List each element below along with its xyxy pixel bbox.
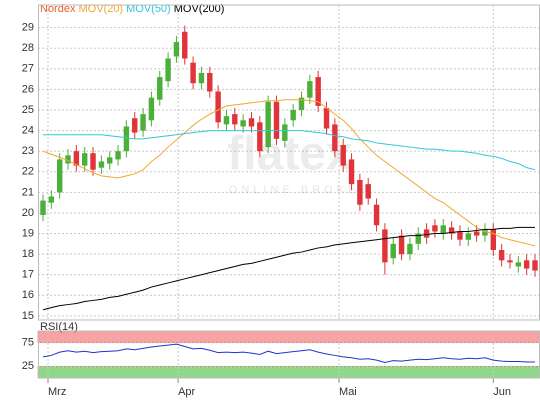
candle-body (415, 233, 421, 244)
candle-body (273, 101, 280, 139)
legend-entry: MOV(50) (126, 3, 171, 15)
candle-body (132, 118, 138, 133)
candle-body (532, 260, 538, 271)
candle-body (40, 200, 46, 215)
candle-body (507, 260, 513, 263)
candle-body (523, 260, 530, 269)
y-tick-label: 29 (22, 22, 34, 34)
candle-body (65, 155, 71, 164)
candle-body (290, 110, 296, 121)
candle-body (423, 229, 430, 238)
rsi-title: RSI(14) (40, 321, 78, 333)
candle-body (315, 77, 321, 106)
watermark: flatex (227, 128, 353, 181)
candle-body (48, 196, 55, 203)
candle-body (498, 250, 505, 261)
y-tick-label: 24 (22, 124, 34, 136)
x-tick-label: Apr (178, 386, 195, 398)
candle-body (398, 235, 405, 255)
candle-body (448, 227, 455, 234)
candle-body (90, 153, 96, 170)
candle-body (98, 161, 105, 168)
x-tick-label: Jun (493, 386, 511, 398)
candle-body (307, 81, 313, 98)
candle-body (182, 31, 188, 59)
candle-body (140, 114, 146, 131)
ma-line (43, 130, 536, 171)
y-tick-label: 26 (22, 83, 34, 95)
y-tick-label: 22 (22, 166, 34, 178)
x-tick-label: Mai (339, 386, 357, 398)
candle-body (190, 62, 196, 84)
candle-body (198, 72, 205, 84)
y-tick-label: 18 (22, 248, 34, 260)
y-tick-label: 16 (22, 289, 34, 301)
candle-body (457, 231, 463, 240)
legend-title: Nordex (40, 3, 76, 15)
ma-line (42, 226, 535, 311)
candle-body (323, 107, 330, 129)
candle-body (382, 229, 388, 263)
candle-body (465, 233, 471, 240)
candle-body (215, 91, 221, 123)
candle-body (407, 243, 413, 255)
candle-body (115, 151, 121, 160)
y-tick-label: 19 (22, 227, 34, 239)
candle-body (390, 243, 396, 259)
candle-body (223, 116, 230, 125)
y-tick-label: 75 (22, 337, 34, 349)
candle-body (440, 225, 446, 234)
candle-body (332, 124, 338, 152)
y-tick-label: 15 (22, 310, 34, 322)
candle-body (207, 72, 213, 92)
candle-body (282, 124, 288, 141)
watermark-sub: ONLINE BROKER (229, 184, 371, 196)
candle-body (515, 262, 522, 267)
rsi-line (42, 343, 535, 364)
candle-body (348, 159, 355, 185)
y-tick-label: 25 (22, 360, 34, 372)
candle-body (373, 204, 380, 226)
legend-entry: MOV(200) (174, 3, 225, 15)
candle-body (157, 77, 163, 100)
y-tick-label: 23 (22, 145, 34, 157)
candle-body (232, 114, 238, 125)
candle-body (357, 180, 363, 205)
rsi-band (37, 330, 540, 343)
candle-body (81, 153, 88, 166)
candle-body (365, 184, 371, 199)
y-tick-label: 28 (22, 42, 34, 54)
candle-body (482, 229, 488, 236)
candle-body (473, 231, 480, 236)
candle-body (298, 97, 305, 110)
y-tick-label: 20 (22, 207, 34, 219)
candle-body (432, 225, 438, 232)
candle-body (248, 118, 255, 127)
y-tick-label: 21 (22, 186, 34, 198)
y-tick-label: 17 (22, 269, 34, 281)
candle-body (107, 157, 113, 164)
ma-line (42, 99, 536, 247)
candle-body (123, 126, 130, 152)
rsi-band (37, 366, 540, 379)
y-tick-label: 27 (22, 63, 34, 75)
candle-body (148, 97, 155, 121)
y-tick-label: 25 (22, 104, 34, 116)
candle-body (340, 145, 346, 166)
candle-body (173, 42, 180, 57)
candle-body (165, 58, 171, 82)
candle-body (490, 229, 497, 250)
candle-body (257, 122, 263, 152)
x-tick-label: Mrz (48, 386, 66, 398)
legend-entry: MOV(20) (78, 3, 123, 15)
candle-body (73, 151, 80, 166)
candle-body (240, 120, 246, 127)
candle-body (56, 159, 63, 193)
candle-body (265, 101, 271, 148)
